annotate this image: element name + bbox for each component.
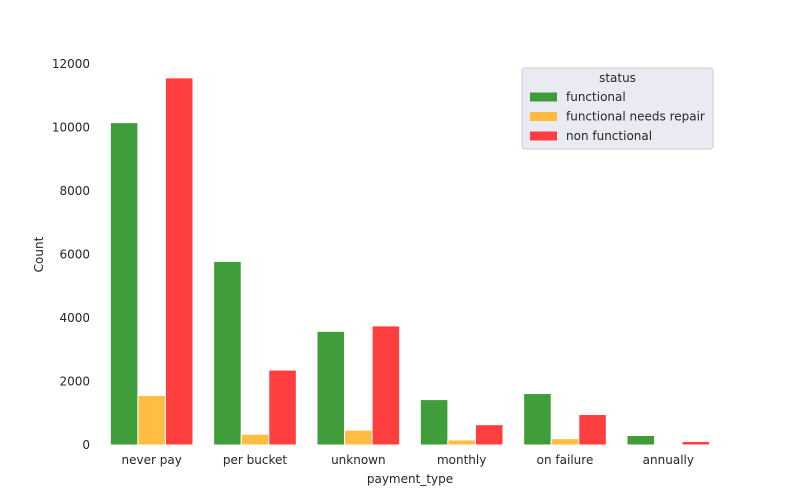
y-axis: 0 2000 4000 6000 8000 10000 12000 (52, 57, 90, 452)
bar-non-functional-never-pay (164, 77, 194, 446)
x-tick-label: per bucket (223, 453, 287, 467)
y-axis-label: Count (32, 236, 46, 272)
bar-functional-needs-repair-unknown (344, 429, 373, 446)
plot-area (109, 77, 711, 446)
bar-functional-needs-repair-never-pay (137, 394, 166, 446)
bar-functional-annually (626, 434, 656, 446)
bar-functional-on-failure (523, 393, 552, 446)
y-tick-label: 2000 (59, 374, 90, 388)
bar-functional-never-pay (109, 122, 139, 446)
legend-box (521, 67, 714, 150)
y-tick-label: 12000 (52, 57, 90, 71)
x-tick-label: monthly (437, 453, 486, 467)
legend: status functional functional needs repair… (521, 67, 714, 150)
legend-swatch (530, 112, 557, 121)
bar-non-functional-per-bucket (268, 369, 297, 446)
legend-label: functional needs repair (566, 110, 705, 124)
bar-functional-needs-repair-per-bucket (240, 433, 270, 446)
y-tick-label: 4000 (59, 311, 90, 325)
bar-non-functional-unknown (371, 325, 401, 446)
bar-non-functional-annually (681, 441, 711, 446)
bar-non-functional-on-failure (578, 414, 607, 446)
x-tick-label: unknown (331, 453, 386, 467)
legend-swatch (530, 92, 557, 102)
x-tick-label: never pay (122, 453, 182, 467)
legend-label: functional (566, 90, 626, 104)
x-axis-label: payment_type (367, 472, 453, 486)
legend-label: non functional (566, 129, 652, 143)
x-tick-label: on failure (537, 453, 594, 467)
y-tick-label: 10000 (52, 120, 90, 134)
legend-items: functional functional needs repair non fun… (530, 90, 705, 143)
x-tick-label: annually (643, 453, 694, 467)
y-tick-label: 8000 (59, 184, 90, 198)
bar-functional-monthly (419, 399, 449, 446)
bar-functional-unknown (316, 330, 346, 446)
bar-functional-needs-repair-on-failure (550, 438, 580, 446)
bar-functional-per-bucket (213, 260, 242, 446)
bar-non-functional-monthly (474, 424, 504, 446)
legend-swatch (530, 131, 557, 141)
y-tick-label: 0 (82, 438, 90, 452)
bar-functional-needs-repair-monthly (447, 439, 476, 446)
y-tick-label: 6000 (59, 247, 90, 261)
legend-title: status (599, 71, 636, 85)
x-axis: never pay per bucket unknown monthly on fail… (122, 453, 694, 467)
